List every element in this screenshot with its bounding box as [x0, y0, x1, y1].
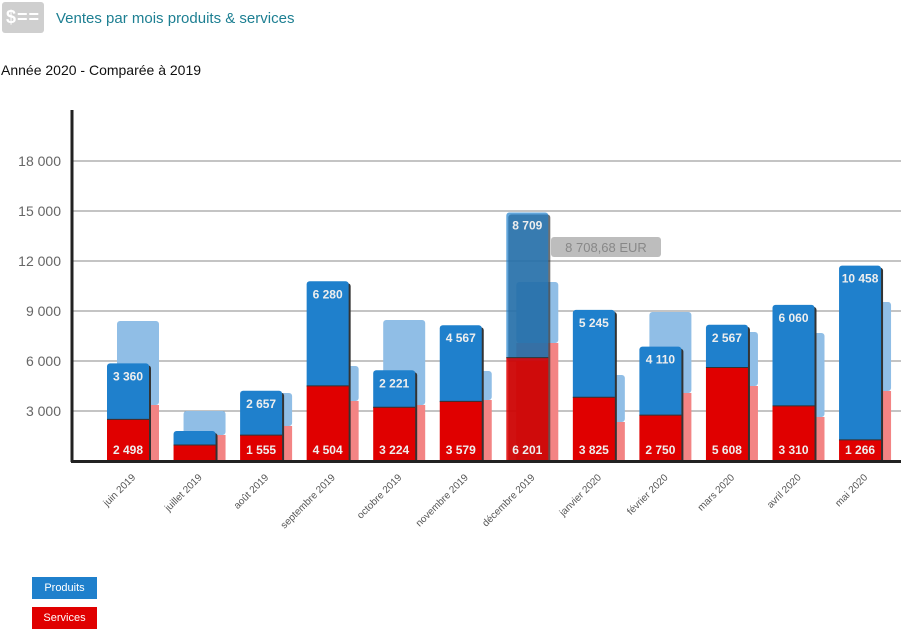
x-tick-label: mars 2020 — [696, 472, 737, 513]
data-label-produits: 4 110 — [646, 353, 676, 367]
y-tick-label: 12 000 — [18, 253, 61, 269]
bar-services — [373, 407, 416, 461]
bar-services — [173, 445, 216, 461]
x-tick-label: septembre 2019 — [279, 472, 338, 531]
bar-services — [705, 367, 748, 461]
x-tick-label: octobre 2019 — [355, 472, 404, 521]
x-tick-label: août 2019 — [232, 472, 272, 512]
bar-produits — [107, 363, 149, 423]
data-label-produits: 5 245 — [579, 316, 609, 330]
x-tick-label: juin 2019 — [101, 472, 138, 509]
data-label-services: 1 555 — [246, 443, 276, 457]
bar-produits — [639, 346, 682, 419]
data-label-services: 3 310 — [778, 443, 808, 457]
y-tick-label: 9 000 — [26, 303, 61, 319]
bar-produits — [439, 325, 482, 405]
data-label-produits: 2 567 — [712, 331, 742, 345]
chart-subtitle: Année 2020 - Comparée à 2019 — [1, 62, 202, 78]
data-label-services: 2 750 — [645, 443, 675, 457]
data-label-produits: 10 458 — [842, 272, 879, 286]
x-tick-label: février 2020 — [625, 472, 670, 517]
tooltip-text: 8 708,68 EUR — [565, 240, 647, 255]
y-tick-label: 3 000 — [26, 403, 61, 419]
x-tick-label: décembre 2019 — [480, 472, 537, 529]
bar-produits — [306, 281, 349, 389]
bar-produits — [173, 431, 216, 448]
bar-produits — [506, 212, 549, 361]
bar-produits — [705, 324, 748, 371]
bar-services — [439, 401, 482, 461]
x-tick-label: juillet 2019 — [162, 472, 205, 515]
dollar-bill-icon: $== — [2, 2, 44, 33]
data-label-services: 6 201 — [512, 443, 542, 457]
data-label-services: 3 579 — [446, 443, 476, 457]
bar-services — [506, 357, 549, 461]
y-tick-label: 6 000 — [26, 353, 61, 369]
y-tick-label: 18 000 — [18, 153, 61, 169]
bar-services — [107, 419, 149, 461]
legend-produits[interactable]: Produits — [32, 577, 97, 599]
bar-produits — [373, 370, 416, 411]
x-tick-label: mai 2020 — [833, 472, 870, 509]
data-label-services: 3 224 — [379, 443, 409, 457]
tooltip-box — [551, 237, 661, 257]
y-tick-label: 15 000 — [18, 203, 61, 219]
bar-services — [639, 415, 682, 461]
data-label-services: 1 266 — [845, 443, 875, 457]
data-label-produits: 4 567 — [446, 331, 476, 345]
x-tick-label: novembre 2019 — [414, 472, 471, 529]
bar-produits — [839, 265, 882, 443]
x-tick-label: avril 2020 — [765, 472, 804, 511]
page-title: Ventes par mois produits & services — [56, 10, 295, 27]
bar-services — [772, 405, 815, 461]
bar-produits-2019 — [183, 411, 226, 435]
data-label-services: 3 825 — [579, 443, 609, 457]
data-label-produits: 6 060 — [778, 311, 808, 325]
data-label-produits: 2 221 — [379, 376, 409, 390]
bar-produits — [572, 309, 615, 401]
x-tick-label: janvier 2020 — [557, 472, 604, 519]
data-label-produits: 2 657 — [246, 397, 276, 411]
bar-services — [572, 397, 615, 461]
bar-services — [839, 439, 882, 461]
bar-produits — [772, 304, 815, 409]
data-label-services: 2 498 — [113, 443, 143, 457]
data-label-services: 4 504 — [313, 443, 343, 457]
legend-services[interactable]: Services — [32, 607, 97, 629]
bar-services — [240, 435, 283, 461]
data-label-services: 5 608 — [712, 443, 742, 457]
bar-produits — [240, 390, 283, 439]
data-label-produits: 6 280 — [313, 287, 343, 301]
data-label-produits: 3 360 — [113, 369, 143, 383]
data-label-produits: 8 709 — [512, 219, 542, 233]
bar-services — [306, 385, 349, 461]
